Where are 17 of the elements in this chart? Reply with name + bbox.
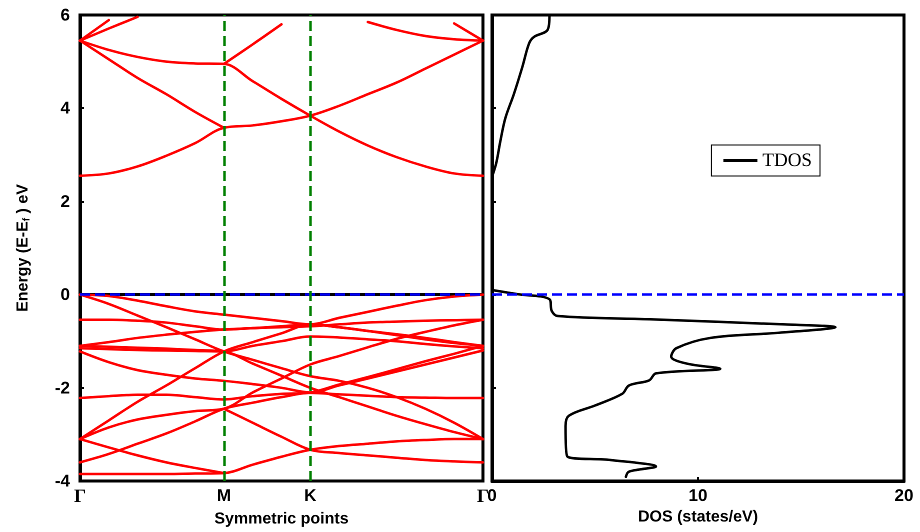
y-tick-label: 0 (60, 285, 70, 304)
x-tick-label: 20 (894, 486, 914, 505)
x-tick-label: 0 (487, 486, 497, 505)
y-tick-label: -2 (54, 378, 70, 398)
y-tick-label: 6 (60, 6, 70, 24)
legend-label: TDOS (762, 150, 812, 171)
x-tick-label: M (216, 486, 231, 505)
y-tick-label: 2 (60, 192, 70, 211)
y-tick-label: -4 (54, 472, 71, 490)
x-tick-label: K (304, 486, 318, 505)
y-axis-title: Energy (E-Ef ) eV (14, 184, 32, 312)
x-axis-title: DOS (states/eV) (638, 508, 758, 526)
x-tick-label: Γ (476, 486, 490, 507)
y-tick-label: 4 (60, 98, 71, 118)
x-axis-title: Symmetric points (214, 510, 349, 528)
x-tick-label: Γ (74, 486, 86, 507)
x-tick-label: 10 (688, 486, 708, 505)
